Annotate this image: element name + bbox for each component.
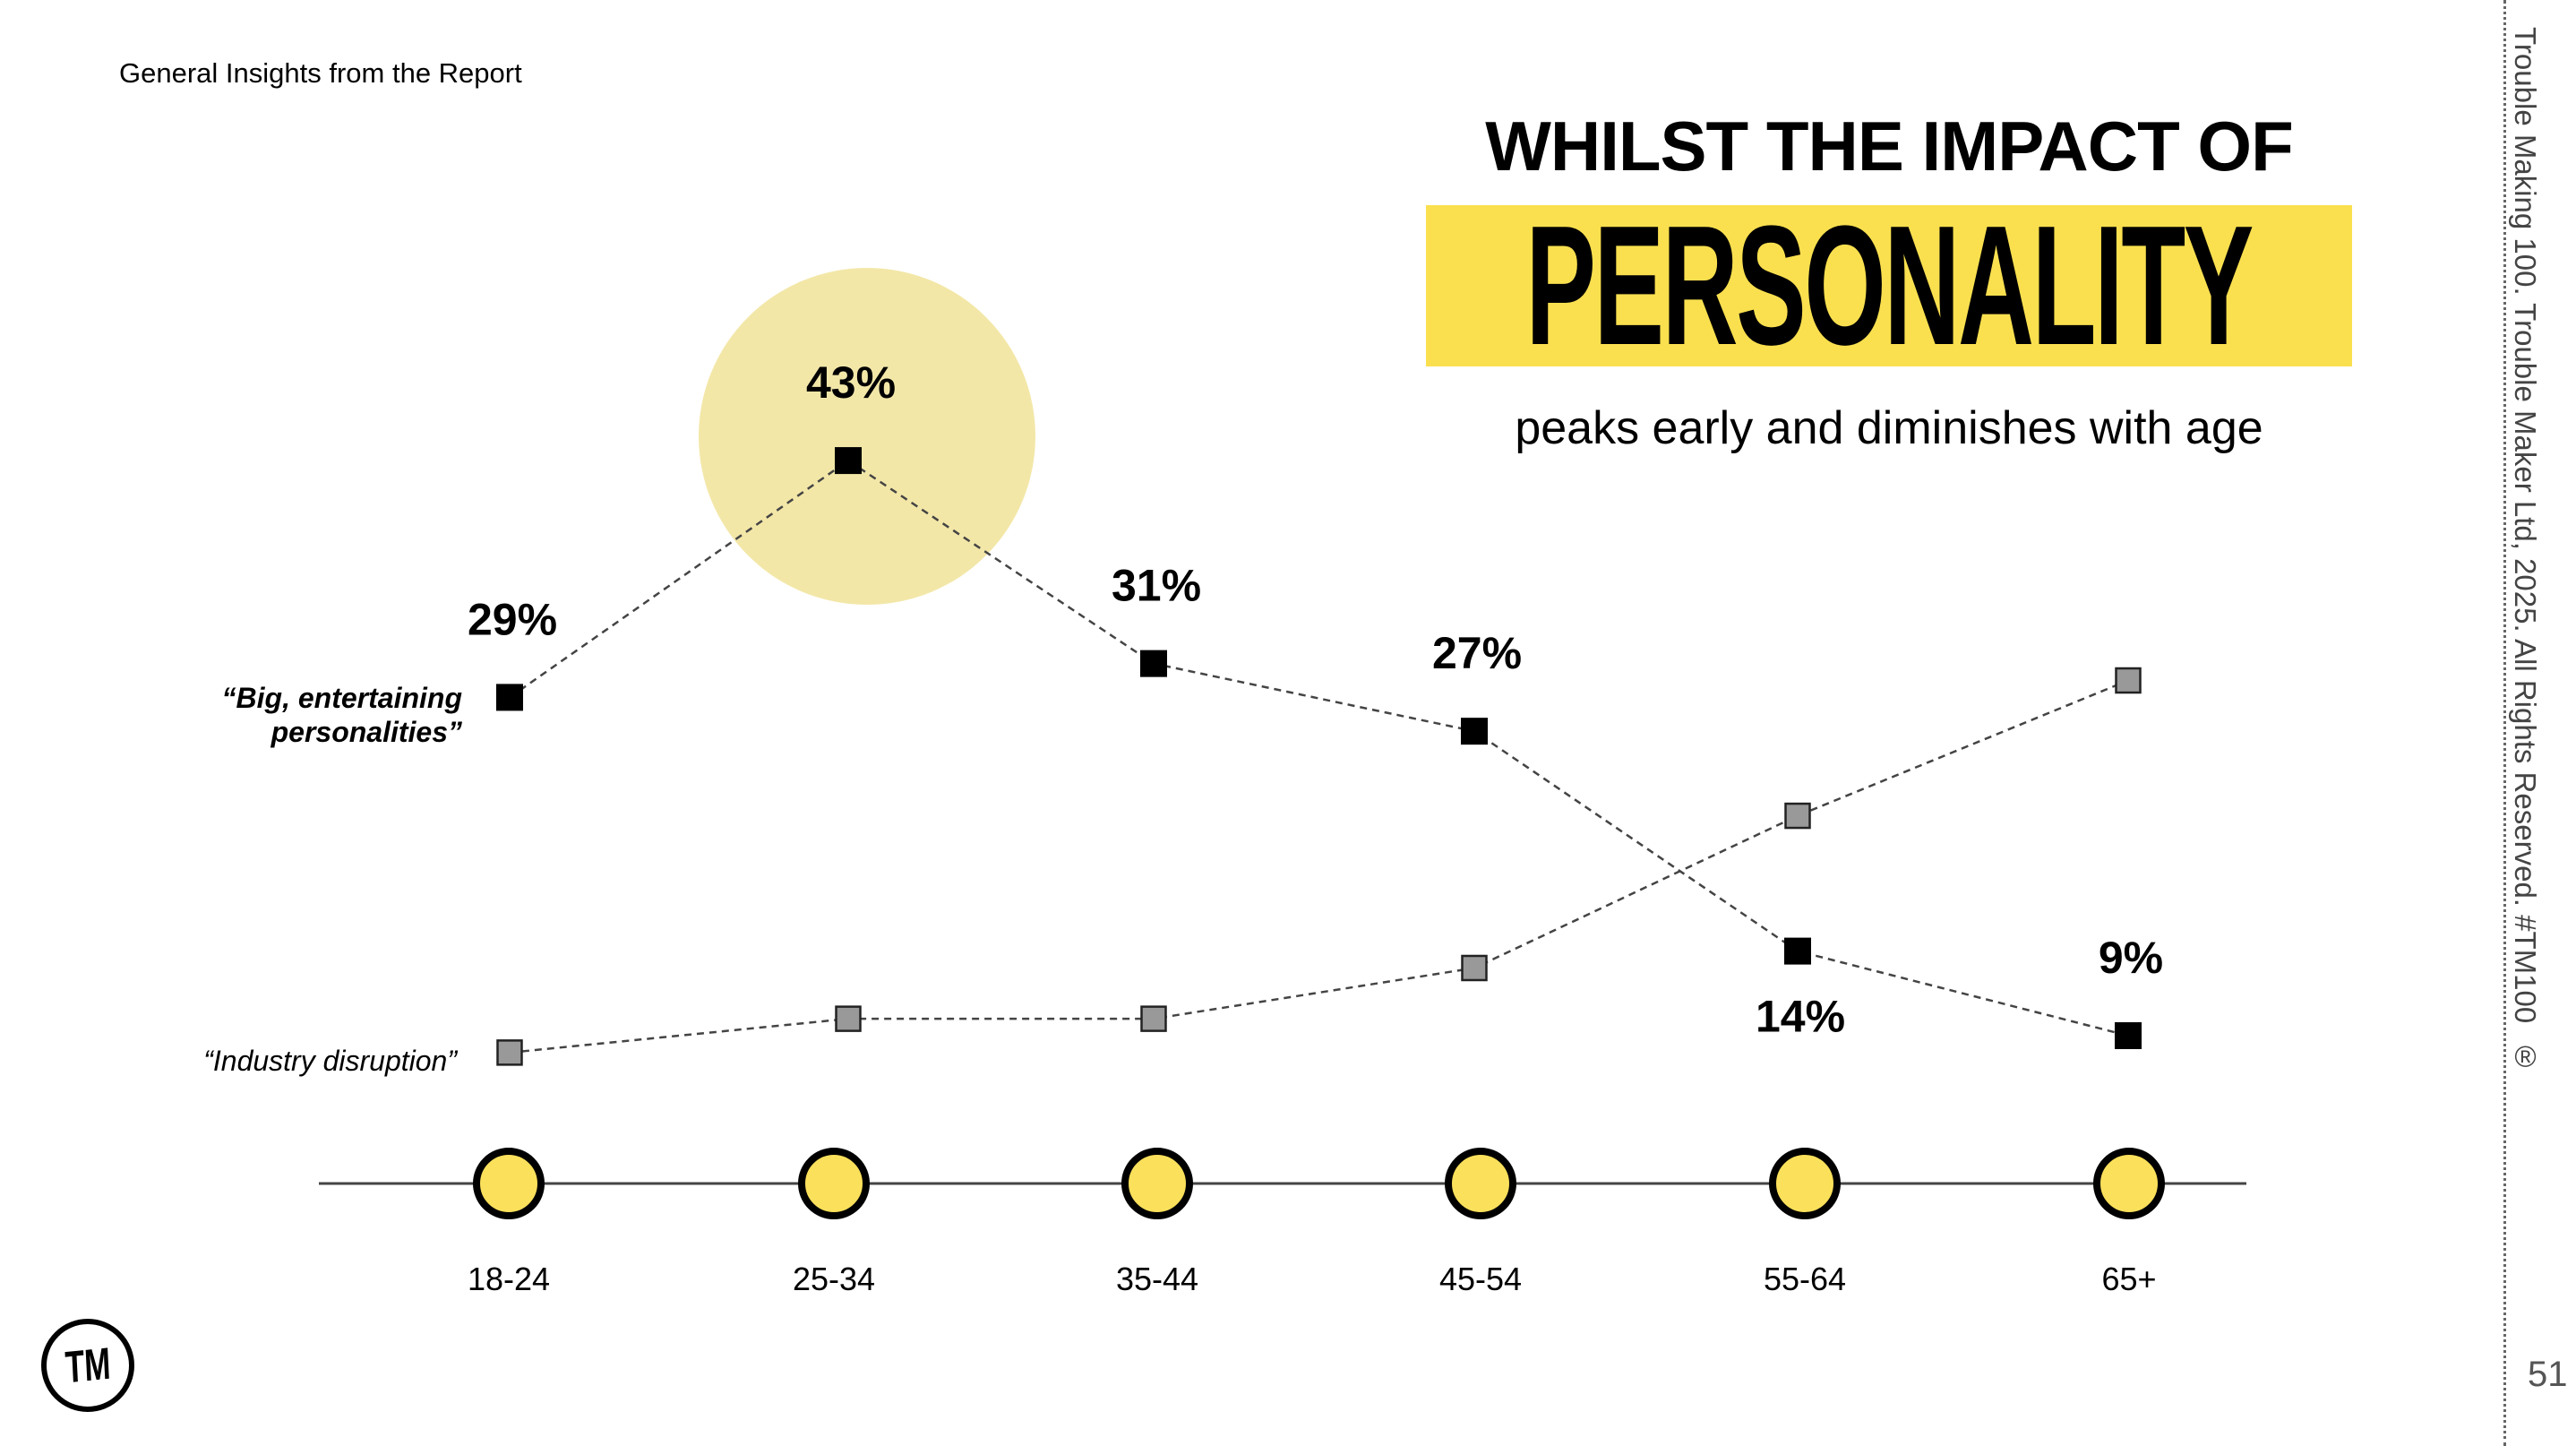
headline-subtitle: peaks early and diminishes with age xyxy=(1515,402,2263,454)
age-marker xyxy=(2093,1148,2165,1219)
series-line-0 xyxy=(509,459,2129,1037)
data-label: 31% xyxy=(1112,561,1201,611)
age-marker xyxy=(798,1148,870,1219)
series-label-personalities: “Big, entertaining personalities” xyxy=(221,682,462,748)
data-point xyxy=(835,447,862,475)
x-tick-label: 35-44 xyxy=(1116,1261,1198,1297)
age-marker xyxy=(473,1148,545,1219)
headline-highlight-box: PERSONALITY xyxy=(1426,205,2352,366)
headline-line1: WHILST THE IMPACT OF xyxy=(1485,107,2293,185)
copyright-text: Trouble Making 100. Trouble Maker Ltd, 2… xyxy=(2508,27,2542,1073)
data-point xyxy=(1140,650,1167,677)
x-tick-label: 65+ xyxy=(2101,1261,2156,1297)
data-label: 43% xyxy=(806,357,896,408)
data-point xyxy=(1461,954,1488,982)
data-point xyxy=(2115,1022,2142,1049)
data-point xyxy=(835,1005,862,1032)
data-label: 9% xyxy=(2099,933,2163,983)
data-label: 27% xyxy=(1432,628,1522,678)
series-line-1 xyxy=(509,679,2129,1054)
x-tick-label: 18-24 xyxy=(468,1261,550,1297)
highlight-circle xyxy=(699,268,1035,605)
registered-icon: ® xyxy=(2509,1039,2542,1073)
headline-highlight: PERSONALITY xyxy=(1525,205,2254,366)
data-point xyxy=(496,684,523,711)
divider xyxy=(2503,0,2506,1446)
age-marker xyxy=(1121,1148,1193,1219)
copyright: Trouble Making 100. Trouble Maker Ltd, 2… xyxy=(2509,27,2542,1024)
data-point xyxy=(1461,718,1488,745)
x-tick-label: 25-34 xyxy=(793,1261,875,1297)
age-marker xyxy=(1445,1148,1516,1219)
data-point xyxy=(1140,1005,1167,1032)
data-point xyxy=(1784,802,1811,830)
tm-logo: TM xyxy=(41,1319,134,1412)
series-label-disruption: “Industry disruption” xyxy=(203,1045,457,1077)
tm-logo-text: TM xyxy=(64,1338,112,1393)
page-number: 51 xyxy=(2528,1355,2568,1394)
age-marker xyxy=(1769,1148,1841,1219)
data-point xyxy=(1784,937,1811,965)
data-point xyxy=(2115,667,2142,694)
x-tick-label: 45-54 xyxy=(1439,1261,1522,1297)
data-point xyxy=(496,1039,523,1066)
section-label: General Insights from the Report xyxy=(119,57,522,89)
data-label: 14% xyxy=(1756,992,1845,1042)
data-label: 29% xyxy=(468,594,557,644)
x-tick-label: 55-64 xyxy=(1764,1261,1846,1297)
